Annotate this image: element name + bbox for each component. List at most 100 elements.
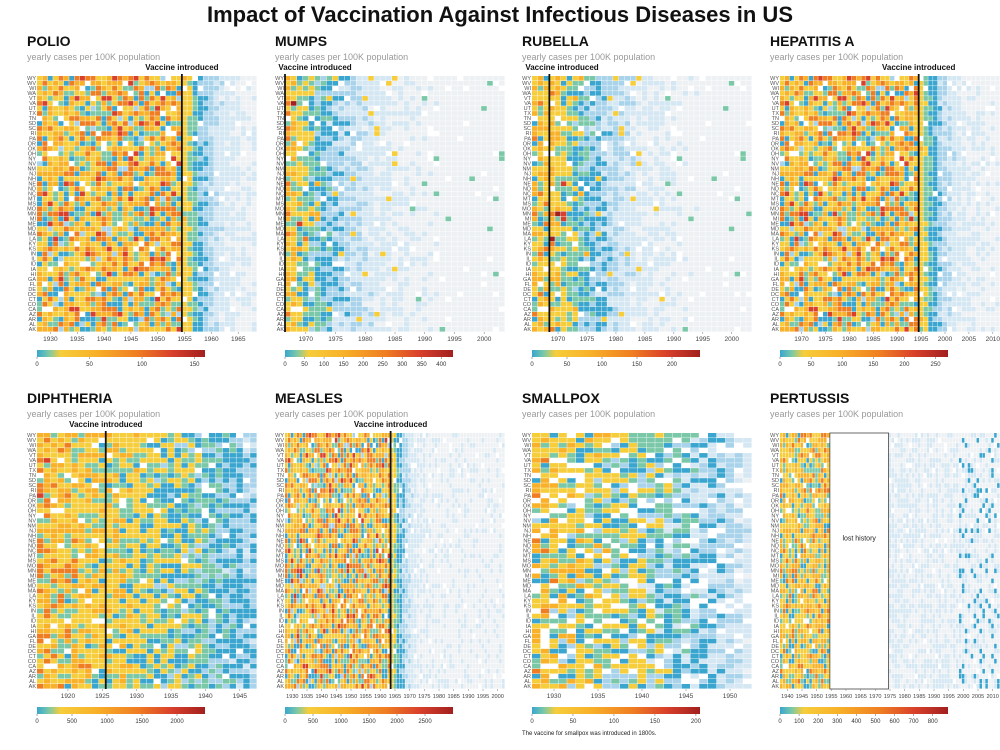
heatmap-cell [171, 76, 177, 81]
heatmap-cell [302, 221, 309, 227]
heatmap-cell [203, 86, 209, 91]
heatmap-cell [589, 291, 596, 297]
heatmap-cell [493, 236, 499, 242]
heatmap-cell [403, 186, 410, 192]
heatmap-cell [176, 171, 182, 176]
x-tick-label: 1960 [204, 336, 219, 343]
heatmap-cell [642, 251, 648, 257]
heatmap-cell [469, 256, 475, 262]
state-label: TN [277, 116, 284, 122]
heatmap-cell [290, 241, 297, 247]
heatmap-cell [171, 86, 177, 91]
heatmap-cell [374, 251, 380, 257]
heatmap-cell [532, 226, 538, 232]
heatmap-cell [332, 316, 339, 322]
heatmap-cell [607, 281, 613, 287]
heatmap-cell [219, 116, 225, 121]
heatmap-cell [192, 156, 198, 161]
heatmap-cell [630, 176, 636, 182]
heatmap-cell [356, 196, 362, 202]
heatmap-cell [630, 281, 636, 287]
heatmap-cell [475, 311, 481, 317]
heatmap-cell [90, 161, 96, 166]
heatmap-cell [230, 311, 236, 317]
heatmap-cell [138, 246, 144, 252]
heatmap-cell [386, 216, 392, 222]
heatmap-cell [537, 141, 544, 146]
state-label: ID [31, 262, 37, 268]
heatmap-cell [451, 186, 458, 192]
heatmap-cell [630, 236, 636, 242]
heatmap-cell [149, 241, 155, 247]
heatmap-cell [176, 141, 182, 146]
heatmap-cell [543, 146, 549, 151]
heatmap-cell [101, 241, 107, 247]
heatmap-cell [197, 106, 203, 111]
heatmap-cell [74, 191, 80, 197]
heatmap-cell [165, 96, 171, 101]
heatmap-cell [624, 266, 631, 272]
heatmap-cell [326, 231, 333, 237]
heatmap-cell [566, 266, 573, 272]
heatmap-cell [572, 171, 578, 176]
heatmap-cell [165, 266, 171, 272]
heatmap-cell [463, 241, 469, 247]
heatmap-cell [624, 301, 631, 307]
heatmap-cell [549, 291, 555, 297]
heatmap-cell [445, 156, 452, 161]
heatmap-cell [469, 301, 475, 307]
heatmap-cell [630, 166, 636, 171]
heatmap-cell [112, 286, 118, 292]
heatmap-cell [224, 156, 230, 161]
heatmap-cell [392, 296, 398, 302]
heatmap-cell [409, 226, 416, 232]
heatmap-cell [224, 311, 230, 317]
heatmap-cell [618, 201, 625, 207]
heatmap-cell [487, 171, 493, 176]
heatmap-cell [74, 126, 80, 131]
state-label: MN [522, 212, 531, 218]
heatmap-cell [128, 261, 134, 267]
heatmap-cell [595, 136, 602, 141]
heatmap-cell [427, 291, 434, 297]
heatmap-cell [475, 296, 481, 302]
heatmap-cell [285, 176, 291, 182]
heatmap-cell [171, 326, 177, 332]
heatmap-cell [584, 306, 590, 312]
heatmap-cell [290, 171, 297, 176]
heatmap-cell [475, 271, 481, 277]
heatmap-cell [235, 171, 241, 176]
heatmap-cell [499, 296, 505, 302]
heatmap-cell [155, 236, 161, 242]
heatmap-cell [403, 241, 410, 247]
heatmap-cell [445, 211, 452, 217]
heatmap-cell [235, 186, 241, 192]
heatmap-cell [37, 166, 42, 171]
heatmap-cell [128, 131, 134, 136]
heatmap-cell [90, 181, 96, 187]
heatmap-cell [624, 116, 631, 121]
heatmap-cell [403, 171, 410, 176]
heatmap-cell [149, 126, 155, 131]
heatmap-cell [469, 166, 475, 171]
heatmap-cell [584, 256, 590, 262]
heatmap-cell [532, 301, 538, 307]
heatmap-cell [79, 286, 85, 292]
heatmap-cell [197, 276, 203, 282]
heatmap-cell [197, 306, 203, 312]
heatmap-cell [630, 121, 636, 126]
heatmap-cell [302, 211, 309, 217]
heatmap-cell [308, 106, 315, 111]
heatmap-cell [457, 156, 463, 161]
heatmap-cell [224, 166, 230, 171]
heatmap-cell [42, 146, 48, 151]
heatmap-cell [537, 101, 544, 106]
heatmap-cell [578, 221, 584, 227]
state-label: KS [29, 247, 37, 253]
heatmap-cell [219, 296, 225, 302]
heatmap-cell [386, 106, 392, 111]
heatmap-cell [122, 216, 128, 222]
heatmap-cell [133, 136, 139, 141]
heatmap-cell [230, 166, 236, 171]
heatmap-cell [356, 306, 362, 312]
